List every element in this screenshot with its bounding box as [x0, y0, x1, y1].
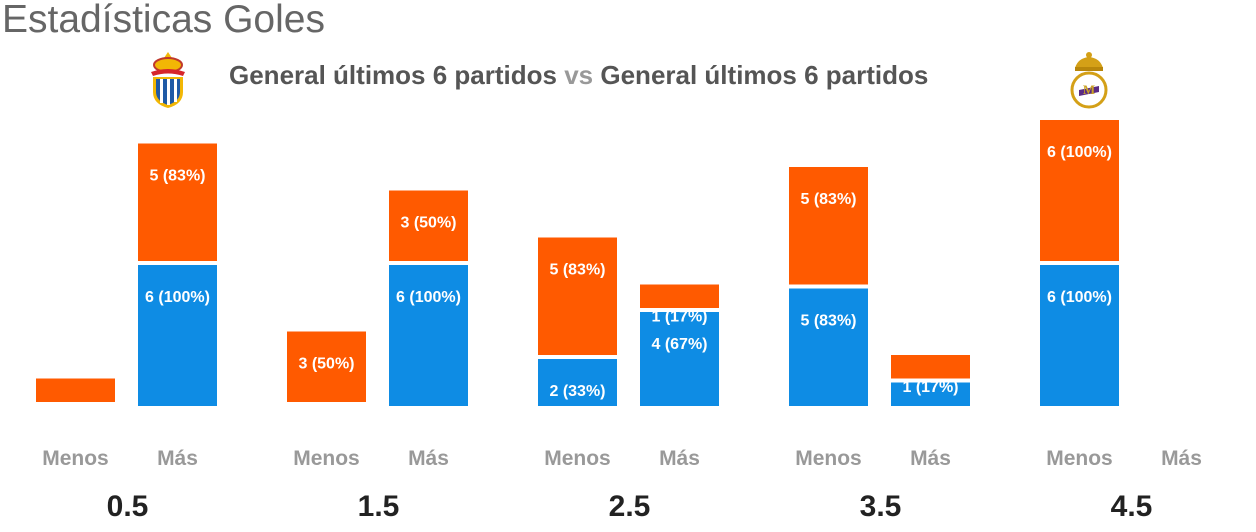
subtitle-away: General últimos 6 partidos — [600, 60, 929, 90]
g2_5-mas-away-label: 4 (67%) — [651, 336, 707, 353]
g3_5-mas-away-bar — [891, 382, 970, 406]
category-label-menos: Menos — [795, 447, 862, 470]
subtitle-vs: vs — [564, 60, 594, 90]
category-label-menos: Menos — [1046, 447, 1113, 470]
category-label-mas: Más — [157, 447, 198, 470]
category-label-mas: Más — [408, 447, 449, 470]
g2_5-menos-away-bar — [538, 359, 617, 406]
threshold-label: 1.5 — [358, 490, 400, 523]
g4_5-menos-away-bar — [1040, 265, 1119, 406]
g0_5-mas-home-bar — [138, 143, 217, 261]
g2_5-menos-away-label: 2 (33%) — [549, 383, 605, 400]
g2_5-mas-away-bar — [640, 312, 719, 406]
g1_5-menos-home-label: 3 (50%) — [298, 356, 354, 373]
g0_5-mas-home-label: 5 (83%) — [149, 168, 205, 185]
g3_5-mas-home-label: 1 (17%) — [902, 379, 958, 396]
g3_5-mas-away-label: 1 (17%) — [902, 407, 958, 424]
g1_5-menos-home-bar — [287, 331, 366, 402]
g1_5-mas-away-bar — [389, 265, 468, 406]
g3_5-menos-home-label: 5 (83%) — [800, 191, 856, 208]
category-label-menos: Menos — [293, 447, 360, 470]
category-label-menos: Menos — [544, 447, 611, 470]
category-label-mas: Más — [1161, 447, 1202, 470]
g2_5-mas-home-bar — [640, 284, 719, 308]
g1_5-mas-away-label: 6 (100%) — [396, 289, 461, 306]
category-label-mas: Más — [910, 447, 951, 470]
g0_5-menos-home-bar — [36, 378, 115, 402]
g1_5-mas-home-bar — [389, 190, 468, 261]
g3_5-menos-away-label: 5 (83%) — [800, 313, 856, 330]
g2_5-menos-home-bar — [538, 237, 617, 355]
threshold-label: 4.5 — [1111, 490, 1153, 523]
g3_5-menos-home-bar — [789, 167, 868, 285]
g2_5-mas-home-label: 1 (17%) — [651, 309, 707, 326]
threshold-label: 0.5 — [107, 490, 149, 523]
page-title: Estadísticas Goles — [2, 0, 325, 41]
g3_5-mas-home-bar — [891, 355, 970, 379]
g4_5-menos-home-label: 6 (100%) — [1047, 144, 1112, 161]
svg-text:M: M — [1083, 82, 1095, 97]
g1_5-mas-home-label: 3 (50%) — [400, 215, 456, 232]
g4_5-menos-away-label: 6 (100%) — [1047, 289, 1112, 306]
category-label-menos: Menos — [42, 447, 109, 470]
g0_5-menos-home-label: 1 (17%) — [47, 403, 103, 420]
chart-subtitle: General últimos 6 partidos vs General úl… — [229, 60, 928, 91]
g0_5-mas-away-bar — [138, 265, 217, 406]
real-madrid-crest-icon: M — [1064, 50, 1114, 115]
espanyol-crest-icon — [143, 50, 193, 115]
category-label-mas: Más — [659, 447, 700, 470]
threshold-label: 2.5 — [609, 490, 651, 523]
g2_5-menos-home-label: 5 (83%) — [549, 262, 605, 279]
g3_5-menos-away-bar — [789, 288, 868, 406]
g0_5-mas-away-label: 6 (100%) — [145, 289, 210, 306]
threshold-label: 3.5 — [860, 490, 902, 523]
g4_5-menos-home-bar — [1040, 120, 1119, 261]
subtitle-home: General últimos 6 partidos — [229, 60, 557, 90]
